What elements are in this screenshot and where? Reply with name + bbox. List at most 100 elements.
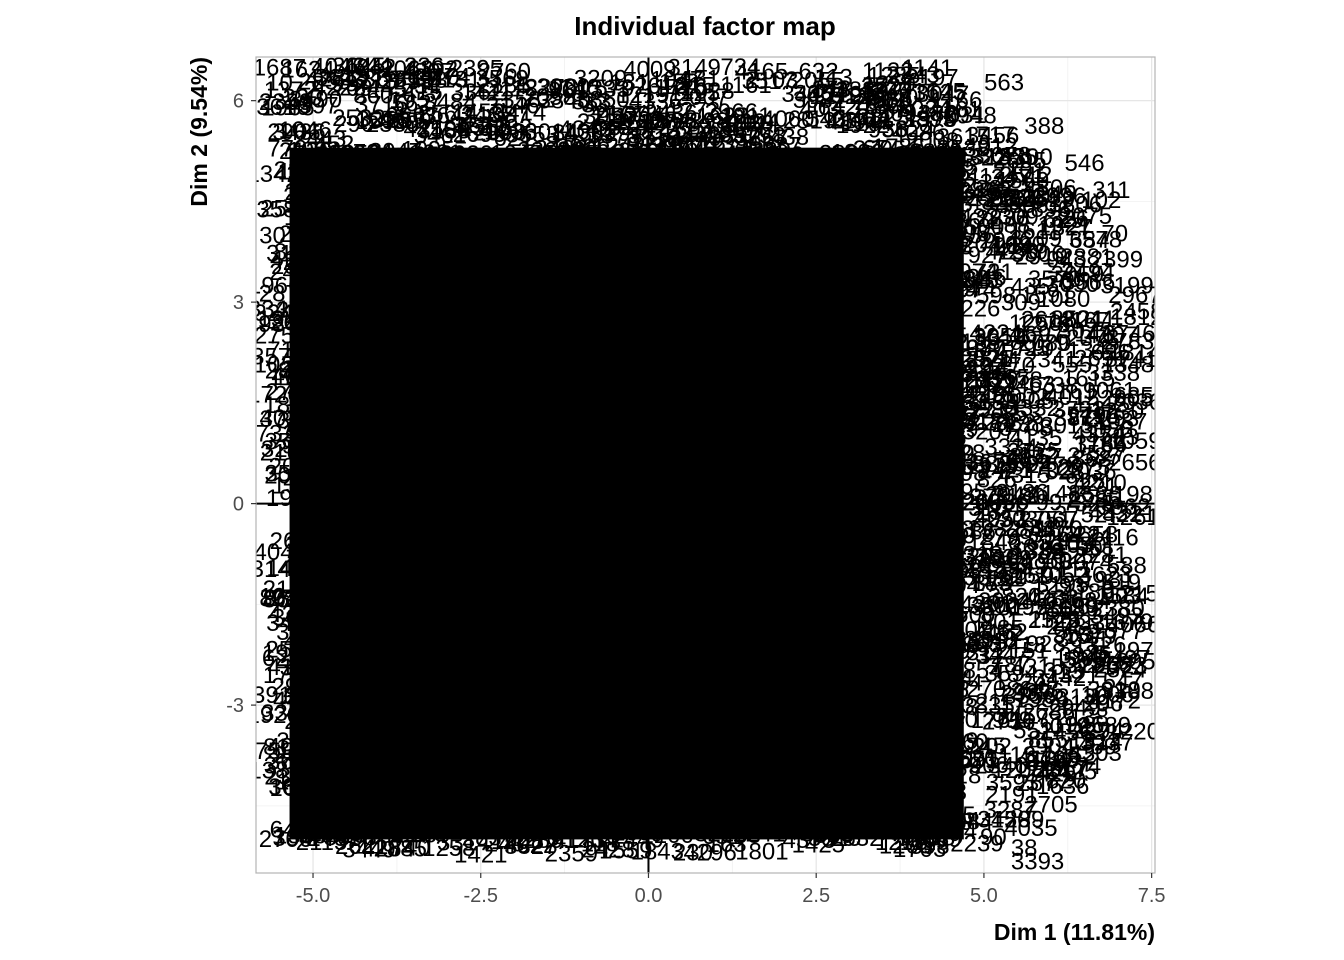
y-tick-label: 3 (233, 292, 244, 314)
point-label: 2949 (1048, 694, 1101, 721)
point-label: 2169 (1043, 378, 1096, 405)
point-label: 3945 (1058, 643, 1111, 670)
point-label: 1267 (637, 109, 690, 136)
point-label: 2232 (479, 115, 532, 142)
point-label: 1811 (720, 103, 772, 130)
point-label: 598 (976, 282, 1016, 309)
point-label: 4166 (416, 118, 469, 145)
point-label: 563 (984, 70, 1024, 97)
point-label: 2863 (958, 177, 1011, 204)
point-label: 82 (990, 184, 1017, 211)
point-label: 3820 (988, 583, 1041, 610)
point-label: 3521 (1050, 306, 1103, 333)
point-label: 1144 (841, 110, 893, 137)
point-label: 1611 (1009, 218, 1061, 245)
point-label: 1161 (720, 72, 772, 99)
point-label: 2199 (1045, 592, 1098, 619)
point-label: 538 (408, 67, 448, 94)
point-label: 2881 (1060, 244, 1113, 271)
point-label: 240 (1016, 589, 1056, 616)
point-label: 3362 (451, 79, 504, 106)
point-label: 813 (394, 66, 434, 93)
point-label: 1117 (591, 104, 641, 131)
point-label: 2010 (967, 543, 1020, 570)
point-label: 4315 (1011, 654, 1064, 681)
point-label: 787 (991, 652, 1031, 679)
point-label: 2151 (995, 637, 1048, 664)
point-label: 1061 (1083, 378, 1136, 405)
point-label: 3587 (1067, 443, 1120, 470)
point-label: 632 (799, 58, 839, 85)
point-label: 4172 (1088, 687, 1141, 714)
point-label: 313 (1043, 658, 1083, 685)
x-axis-ticks: -5.0 -2.5 0.0 2.5 5.0 7.5 (296, 873, 1166, 907)
point-label: 2857 (707, 122, 760, 149)
point-label: 2658 (1065, 521, 1118, 548)
point-label: 2316 (961, 382, 1014, 409)
point-label: 3146 (486, 92, 539, 119)
point-label: 1052 (1035, 562, 1088, 589)
point-label: 1697 (1011, 322, 1064, 349)
point-label: 4250 (985, 238, 1038, 265)
point-label: 2526 (1028, 607, 1081, 634)
point-label: 388 (1024, 113, 1064, 140)
point-label: 1801 (735, 839, 788, 866)
point-label: 547 (1103, 668, 1143, 695)
point-label: 2324 (1093, 657, 1146, 684)
point-label: 2341 (1024, 346, 1077, 373)
point-label: 1536 (976, 489, 1029, 516)
point-label: 1278 (1017, 311, 1070, 338)
point-label: 3613 (315, 64, 368, 91)
point-label: 2 (1085, 641, 1098, 668)
point-label: 855 (1028, 727, 1068, 754)
point-label: 143 (811, 76, 851, 103)
point-label: 2184 (955, 359, 1008, 386)
point-label: 2167 (593, 102, 646, 129)
point-label: 2380 (1091, 595, 1144, 622)
point-label: 1687 (253, 54, 306, 81)
point-label: 820 (1046, 767, 1086, 794)
point-label: 3199 (1100, 272, 1153, 299)
point-label: 3456 (966, 123, 1019, 150)
point-label: 70 (1101, 221, 1128, 248)
point-label: 3570 (1028, 266, 1081, 293)
point-label: 3616 (256, 94, 309, 121)
point-label: 132 (983, 565, 1023, 592)
point-label: 2948 (943, 102, 996, 129)
point-label: 4329 (968, 189, 1021, 216)
point-label: 878 (973, 570, 1013, 597)
point-label: 2497 (1097, 646, 1150, 673)
point-label: 3484 (423, 89, 476, 116)
point-label: 2463 (1002, 371, 1055, 398)
point-label: 2906 (267, 119, 320, 146)
point-label: 2725 (1007, 439, 1060, 466)
point-label: 2110 (1067, 404, 1119, 431)
point-label: 3187 (971, 144, 1024, 171)
point-label: 2293 (1086, 405, 1139, 432)
point-label: 732 (256, 420, 296, 447)
point-label: 1020 (992, 231, 1045, 258)
point-label: 546 (1065, 150, 1105, 177)
point-label: 2966 (705, 99, 758, 126)
point-label: 1387 (477, 102, 530, 129)
point-label: 10 (266, 70, 293, 97)
point-label: 4009 (623, 57, 676, 84)
point-label: 382 (918, 101, 958, 128)
x-tick-label: 0.0 (635, 885, 663, 907)
y-tick-label: 6 (233, 91, 244, 113)
point-label: 961 (548, 78, 588, 105)
point-label: 2957 (988, 185, 1041, 212)
point-label: 489 (826, 109, 866, 136)
point-label: 833 (571, 89, 611, 116)
point-label: 2359 (259, 89, 312, 116)
point-label: 1208 (992, 757, 1045, 784)
point-label: 3388 (1101, 678, 1154, 705)
point-label: 1185 (972, 616, 1024, 643)
point-label: 1579 (1063, 623, 1116, 650)
point-label: 1080 (1037, 286, 1090, 313)
point-label: 1594 (661, 117, 714, 144)
point-label: 3999 (994, 553, 1047, 580)
point-label: 3287 (984, 797, 1037, 824)
point-label: 3566 (1062, 269, 1115, 296)
